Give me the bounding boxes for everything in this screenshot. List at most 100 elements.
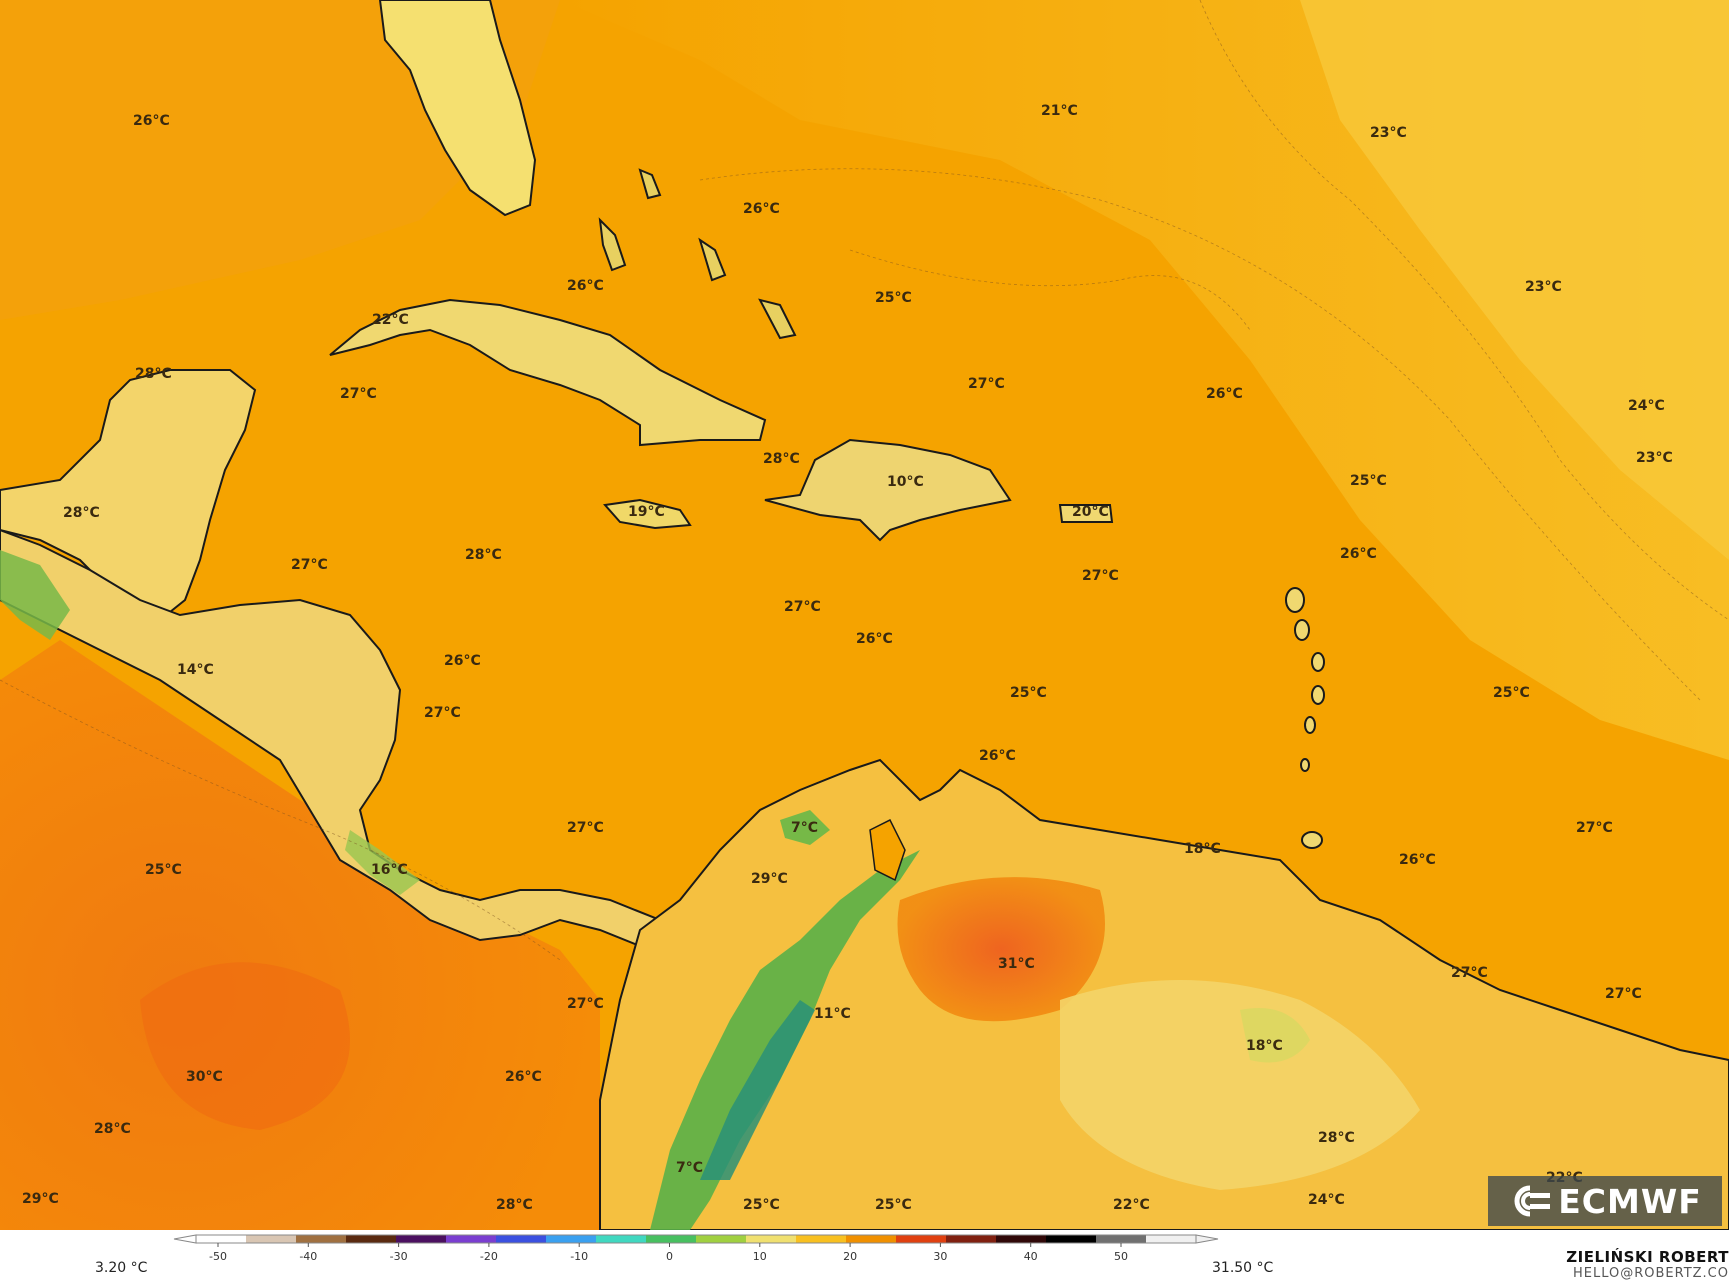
temp-label: 19°C	[628, 504, 665, 520]
temp-label: 29°C	[22, 1191, 59, 1207]
temp-label: 27°C	[1576, 820, 1613, 836]
temp-label: 23°C	[1636, 450, 1673, 466]
scale-swatch	[1096, 1235, 1147, 1243]
scale-tick-label: 10	[753, 1250, 767, 1263]
temp-label: 7°C	[791, 820, 818, 836]
llanos-hot-zone	[897, 877, 1105, 1022]
bahamas-land	[598, 168, 797, 340]
temp-label: 28°C	[135, 366, 172, 382]
scale-swatch	[196, 1235, 247, 1243]
scale-tick-label: 30	[933, 1250, 947, 1263]
scale-tick-label: 0	[666, 1250, 673, 1263]
yucatan-land	[0, 369, 257, 622]
temp-label: 28°C	[94, 1121, 131, 1137]
temp-label: 28°C	[1318, 1130, 1355, 1146]
temp-label: 28°C	[63, 505, 100, 521]
scale-swatch	[546, 1235, 597, 1243]
temp-label: 30°C	[186, 1069, 223, 1085]
guiana-cool-core	[1240, 1008, 1310, 1063]
scale-tick-label: -30	[390, 1250, 408, 1263]
temp-label: 27°C	[1451, 965, 1488, 981]
costa-rica-highlands	[345, 830, 420, 895]
hispaniola-land	[764, 438, 1012, 542]
scale-tick-label: -40	[299, 1250, 317, 1263]
scale-swatch	[846, 1235, 897, 1243]
temp-label: 27°C	[784, 599, 821, 615]
temp-label: 31°C	[998, 956, 1035, 972]
scale-tick-label: -20	[480, 1250, 498, 1263]
legend-min-label: 3.20 °C	[95, 1260, 148, 1276]
scale-tick-label: -10	[570, 1250, 588, 1263]
temp-label: 11°C	[814, 1006, 851, 1022]
scale-swatch	[646, 1235, 697, 1243]
temp-label: 27°C	[567, 820, 604, 836]
contour-lines	[0, 0, 1729, 961]
color-scale: -50 -40 -30 -20 -10 0 10 20 30 40 50	[173, 1234, 1219, 1263]
temp-label: 27°C	[340, 386, 377, 402]
temp-label: 26°C	[1206, 386, 1243, 402]
temp-label: 24°C	[1628, 398, 1665, 414]
temperature-map: 26°C 21°C 23°C 26°C 26°C 25°C 23°C 22°C …	[0, 0, 1729, 1230]
temp-label: 26°C	[1399, 852, 1436, 868]
author-name: ZIELIŃSKI ROBERT	[1566, 1248, 1729, 1266]
temp-label: 24°C	[1308, 1192, 1345, 1208]
temp-label: 28°C	[763, 451, 800, 467]
legend-bar: -50 -40 -30 -20 -10 0 10 20 30 40 50 3.20 °C 31.50…	[0, 1230, 1729, 1287]
scale-swatch	[596, 1235, 647, 1243]
temp-label: 28°C	[465, 547, 502, 563]
temp-label: 27°C	[567, 996, 604, 1012]
andes-high-core	[700, 1000, 815, 1180]
pacific-hot-core	[140, 962, 350, 1130]
temp-label: 27°C	[424, 705, 461, 721]
scale-border	[195, 1234, 1197, 1244]
temp-label: 14°C	[177, 662, 214, 678]
atlantic-coolest-zone	[1300, 0, 1729, 560]
pacific-warm-zone	[0, 640, 600, 1230]
central-america-land	[0, 528, 662, 952]
scale-swatch	[996, 1235, 1047, 1243]
temp-label: 28°C	[496, 1197, 533, 1213]
guatemala-highlands	[0, 550, 70, 640]
scale-right-arrow	[1195, 1234, 1219, 1244]
scale-swatch	[446, 1235, 497, 1243]
scale-swatch	[1146, 1235, 1197, 1243]
temp-label: 18°C	[1246, 1038, 1283, 1054]
scale-swatch	[496, 1235, 547, 1243]
temp-label: 26°C	[133, 113, 170, 129]
guiana-highlands	[1060, 980, 1420, 1190]
temp-label: 26°C	[444, 653, 481, 669]
scale-tick-label: 50	[1114, 1250, 1128, 1263]
sierra-nevada-highlands	[780, 810, 830, 845]
temp-label: 25°C	[875, 1197, 912, 1213]
temp-label: 22°C	[372, 312, 409, 328]
scale-swatch	[396, 1235, 447, 1243]
temp-label: 25°C	[1493, 685, 1530, 701]
author-email: HELLO@ROBERTZ.CO	[1572, 1266, 1729, 1281]
temp-label: 26°C	[505, 1069, 542, 1085]
lake-maracaibo	[869, 818, 906, 882]
jamaica-land	[603, 498, 692, 530]
temp-label: 26°C	[743, 201, 780, 217]
puerto-rico-land	[1058, 504, 1114, 523]
temperature-labels: 26°C 21°C 23°C 26°C 26°C 25°C 23°C 22°C …	[22, 103, 1673, 1213]
temp-label: 16°C	[371, 862, 408, 878]
legend-max-label: 31.50 °C	[1212, 1260, 1274, 1276]
scale-swatch	[246, 1235, 297, 1243]
author-credit: ZIELIŃSKI ROBERT HELLO@ROBERTZ.CO	[1566, 1248, 1729, 1281]
temp-label: 27°C	[1605, 986, 1642, 1002]
scale-left-arrow	[173, 1234, 197, 1244]
temp-label: 21°C	[1041, 103, 1078, 119]
temp-label: 29°C	[751, 871, 788, 887]
lesser-antilles	[1285, 587, 1325, 849]
ecmwf-logo-text: ECMWF	[1558, 1181, 1702, 1221]
temp-label: 18°C	[1184, 841, 1221, 857]
scale-swatch	[896, 1235, 947, 1243]
scale-tick-label: 40	[1024, 1250, 1038, 1263]
ecmwf-logo: ECMWF	[1488, 1176, 1722, 1226]
temp-label: 25°C	[1010, 685, 1047, 701]
cuba-land	[329, 298, 767, 447]
florida-land	[378, 0, 537, 217]
temp-label: 26°C	[1340, 546, 1377, 562]
temp-label: 25°C	[145, 862, 182, 878]
temp-label: 26°C	[567, 278, 604, 294]
